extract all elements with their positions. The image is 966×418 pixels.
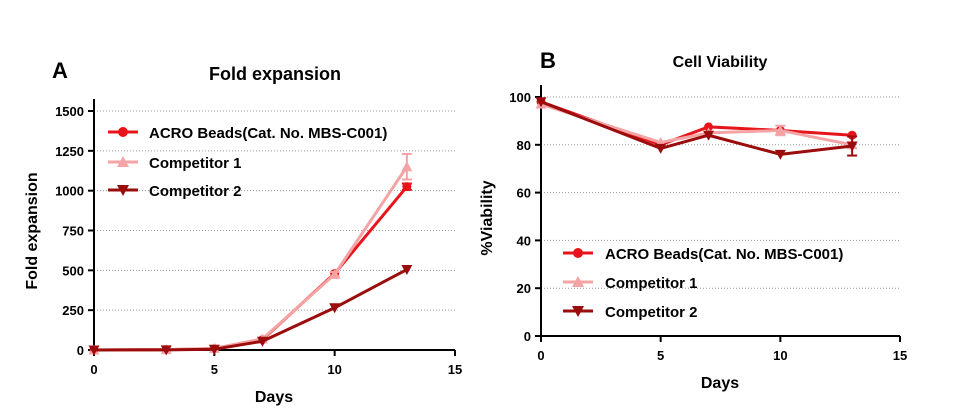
panel-b-legend-marker-acro xyxy=(573,248,583,258)
panel-b-series-competitor-1 xyxy=(535,98,858,150)
panel-a-x-axis-title: Days xyxy=(255,389,293,406)
panel-a: A Fold expansion 02505007501000125015000… xyxy=(24,58,462,406)
panel-a-point-competitor-2-10 xyxy=(329,303,341,314)
panel-a-point-competitor-2-13 xyxy=(401,265,413,276)
panel-a-legend-marker-acro xyxy=(118,127,128,137)
panel-a-y-tick-label-0: 0 xyxy=(77,343,84,358)
panel-b-point-acro-beads-13 xyxy=(847,130,857,140)
panel-a-gridlines xyxy=(94,110,455,311)
panel-a-series-line-competitor-2 xyxy=(93,268,408,352)
panel-b-x-tick-label-10: 10 xyxy=(773,348,787,363)
panel-b-y-tick-label-100: 100 xyxy=(509,90,531,105)
panel-b-x-axis-title: Days xyxy=(701,375,739,392)
panel-a-point-competitor-2-5 xyxy=(208,344,220,355)
panel-b: B Cell Viability 0 20 40 60 80 100 0 5 10 15 Days… xyxy=(479,48,907,392)
panel-a-x-tick-label-5: 5 xyxy=(211,362,218,377)
panel-a-point-competitor-1-13 xyxy=(401,161,413,172)
panel-b-x-tick-label-15: 15 xyxy=(893,348,907,363)
panel-a-x-tick-label-10: 10 xyxy=(327,362,341,377)
panel-a-y-tick-label-1500: 1500 xyxy=(55,104,84,119)
panel-b-x-tick-label-5: 5 xyxy=(657,348,664,363)
panel-b-series-acro-beads xyxy=(536,97,857,150)
panel-b-ticks: 0 20 40 60 80 100 0 5 10 15 xyxy=(509,90,907,363)
panel-b-title: Cell Viability xyxy=(673,54,768,71)
panel-b-legend-marker-competitor-2 xyxy=(572,306,584,317)
panel-b-series-line-competitor-2 xyxy=(540,100,853,156)
panel-b-legend: ACRO Beads(Cat. No. MBS-C001) Competitor… xyxy=(563,246,843,321)
panel-a-point-competitor-2-3 xyxy=(160,345,172,356)
panel-b-series-competitor-2 xyxy=(535,97,858,160)
panel-b-point-competitor-2-10 xyxy=(774,149,786,160)
panel-b-point-competitor-2-7 xyxy=(703,130,715,141)
panel-b-legend-label-competitor-2: Competitor 2 xyxy=(605,304,698,321)
panel-a-y-axis-title: Fold expansion xyxy=(24,172,41,289)
panel-a-legend-marker-competitor-2 xyxy=(117,185,129,196)
panel-a-x-tick-label-0: 0 xyxy=(90,362,97,377)
panel-a-legend-label-acro: ACRO Beads(Cat. No. MBS-C001) xyxy=(149,125,387,142)
panel-b-legend-item-competitor-2: Competitor 2 xyxy=(563,304,698,321)
panel-b-letter: B xyxy=(540,48,556,73)
panel-b-legend-item-acro: ACRO Beads(Cat. No. MBS-C001) xyxy=(563,246,843,263)
panel-a-y-tick-label-500: 500 xyxy=(62,263,84,278)
panel-a-point-competitor-2-7 xyxy=(256,336,268,347)
panel-a-title: Fold expansion xyxy=(209,64,341,84)
panel-b-legend-label-acro: ACRO Beads(Cat. No. MBS-C001) xyxy=(605,246,843,263)
panel-b-y-tick-label-20: 20 xyxy=(517,281,531,296)
panel-a-series-line-acro-beads xyxy=(93,185,409,352)
panel-b-point-competitor-1-10 xyxy=(774,124,786,135)
panel-b-point-competitor-2-0 xyxy=(535,97,547,108)
panel-a-y-tick-label-1000: 1000 xyxy=(55,184,84,199)
panel-a-series xyxy=(88,153,413,356)
panel-b-legend-item-competitor-1: Competitor 1 xyxy=(563,275,698,292)
panel-b-y-tick-label-80: 80 xyxy=(517,138,531,153)
panel-a-legend-item-competitor-1: Competitor 1 xyxy=(108,155,242,172)
panel-b-point-competitor-2-5 xyxy=(655,143,667,154)
panel-b-y-tick-label-60: 60 xyxy=(517,186,531,201)
panel-b-legend-marker-competitor-1 xyxy=(572,276,584,287)
panel-a-series-acro-beads xyxy=(89,182,412,355)
panel-b-point-acro-beads-7 xyxy=(704,122,714,132)
panel-a-series-line-competitor-1 xyxy=(93,165,409,352)
panel-a-letter: A xyxy=(52,58,68,83)
panel-b-y-tick-label-40: 40 xyxy=(517,233,531,248)
panel-b-x-tick-label-0: 0 xyxy=(537,348,544,363)
panel-a-legend-item-competitor-2: Competitor 2 xyxy=(108,183,242,200)
panel-a-y-tick-label-250: 250 xyxy=(62,303,84,318)
panel-a-y-tick-label-1250: 1250 xyxy=(55,144,84,159)
panel-a-ticks: 0 250 500 750 1000 1250 1500 0 5 10 15 xyxy=(55,104,462,377)
panel-a-point-acro-beads-13 xyxy=(402,182,412,192)
panel-a-point-competitor-2-0 xyxy=(88,345,100,356)
panel-a-series-competitor-2 xyxy=(88,265,413,356)
panel-a-x-tick-label-15: 15 xyxy=(448,362,462,377)
panel-b-y-axis-title: %Viability xyxy=(479,180,496,255)
panel-a-series-competitor-1 xyxy=(88,153,413,355)
panel-a-legend: ACRO Beads(Cat. No. MBS-C001) Competitor… xyxy=(108,125,387,200)
panel-a-legend-item-acro: ACRO Beads(Cat. No. MBS-C001) xyxy=(108,125,387,142)
panel-a-y-tick-label-750: 750 xyxy=(62,224,84,239)
panel-b-point-competitor-2-13 xyxy=(846,141,858,152)
panel-b-axes xyxy=(540,85,900,337)
panel-a-legend-marker-competitor-1 xyxy=(117,156,129,167)
panel-a-legend-label-competitor-2: Competitor 2 xyxy=(149,183,242,200)
panel-a-point-competitor-1-10 xyxy=(329,268,341,279)
panel-b-series xyxy=(535,97,858,160)
panel-b-y-tick-label-0: 0 xyxy=(524,329,531,344)
panel-a-legend-label-competitor-1: Competitor 1 xyxy=(149,155,242,172)
panel-b-legend-label-competitor-1: Competitor 1 xyxy=(605,275,698,292)
